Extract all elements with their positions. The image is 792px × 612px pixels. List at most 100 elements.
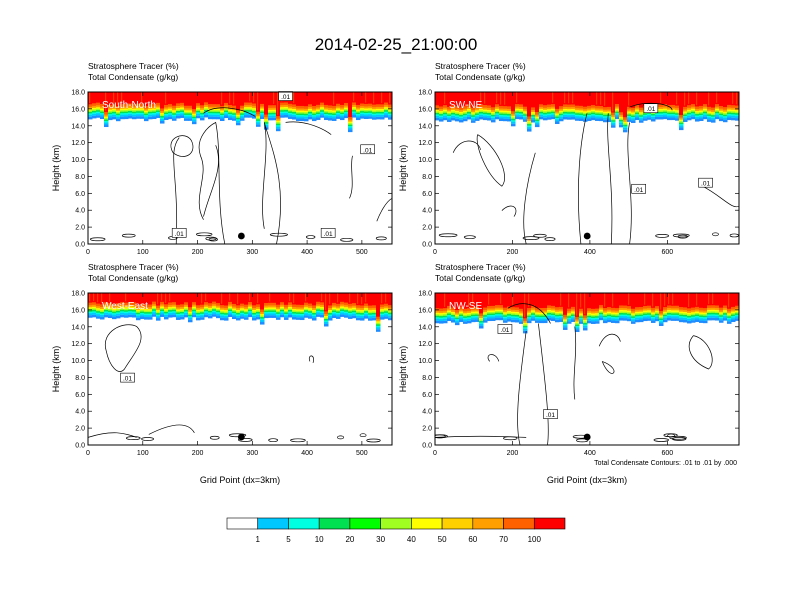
tracer-cell [703, 313, 708, 316]
tracer-cell [699, 92, 704, 107]
tracer-cell [232, 305, 237, 309]
tracer-cell [296, 311, 301, 314]
tracer-cell [336, 303, 341, 307]
tracer-cell [212, 114, 217, 117]
tracer-cell [523, 330, 528, 334]
tracer-cell [671, 312, 676, 315]
y-tick-label: 14.0 [71, 123, 85, 130]
tracer-cell [495, 315, 500, 318]
tracer-cell [583, 108, 588, 112]
tracer-cell [551, 318, 556, 321]
tracer-cell [280, 304, 285, 307]
tracer-cell [571, 112, 576, 116]
y-tick-label: 2.0 [75, 225, 85, 232]
tracer-cell [272, 117, 277, 121]
tracer-cell [292, 293, 297, 306]
tracer-cell [735, 113, 739, 117]
tracer-cell [699, 293, 704, 309]
tracer-cell [543, 92, 548, 106]
tracer-cell [296, 293, 301, 306]
tracer-cell [595, 316, 600, 320]
tracer-cell [603, 113, 608, 117]
tracer-cell [599, 92, 604, 107]
tracer-cell [204, 92, 209, 104]
tracer-cell [212, 306, 217, 310]
tracer-cell [316, 306, 321, 310]
contour-blob [533, 233, 547, 238]
tracer-cell [212, 110, 217, 114]
tracer-cell [615, 310, 620, 313]
tracer-cell [459, 311, 464, 315]
panel-sw-ne: Stratosphere Tracer (%)Total Condensate … [398, 61, 740, 256]
tracer-cell [467, 310, 472, 313]
tracer-cell [699, 113, 704, 117]
tracer-cell [711, 115, 716, 119]
tracer-cell [156, 112, 161, 116]
tracer-cell [324, 117, 329, 121]
tracer-cell [435, 314, 440, 318]
tracer-cell [180, 314, 185, 317]
tracer-cell [92, 314, 97, 318]
tracer-cell [559, 109, 564, 113]
tracer-cell [104, 307, 109, 310]
tracer-cell [140, 303, 145, 307]
tracer-cell [471, 112, 476, 116]
tracer-cell [324, 111, 329, 115]
tracer-cell [679, 119, 684, 123]
tracer-cell [619, 293, 624, 307]
tracer-cell [100, 92, 105, 105]
tracer-cell [547, 117, 552, 120]
tracer-streak [89, 293, 91, 302]
tracer-cell [519, 313, 524, 317]
tracer-cell [196, 307, 201, 310]
tracer-cell [240, 118, 245, 121]
tracer-cell [627, 106, 632, 110]
tracer-cell [439, 308, 444, 312]
tracer-cell [88, 307, 93, 311]
tracer-cell [304, 310, 309, 314]
tracer-cell [184, 312, 189, 315]
tracer-cell [92, 105, 97, 108]
tracer-cell [659, 320, 664, 324]
tracer-streak [664, 293, 666, 306]
tracer-cell [160, 306, 165, 310]
tracer-cell [539, 320, 544, 324]
tracer-cell [276, 126, 281, 129]
tracer-cell [535, 122, 540, 125]
tracer-cell [180, 306, 185, 309]
tracer-cell [731, 311, 736, 315]
tracer-cell [164, 109, 169, 113]
tracer-cell [324, 112, 329, 116]
tracer-cell [264, 306, 269, 310]
tracer-cell [611, 315, 616, 319]
tracer-cell [356, 106, 361, 110]
tracer-streak [524, 293, 526, 317]
x-tick-label: 100 [137, 450, 149, 457]
tracer-cell [547, 108, 552, 111]
tracer-cell [356, 311, 361, 315]
tracer-cell [160, 92, 165, 110]
tracer-cell [683, 310, 688, 314]
tracer-cell [196, 311, 201, 315]
tracer-cell [611, 116, 616, 119]
tracer-cell [711, 92, 716, 109]
tracer-cell [531, 307, 536, 311]
tracer-cell [543, 307, 548, 311]
tracer-cell [228, 112, 233, 116]
tracer-cell [224, 102, 229, 106]
contour-line [435, 435, 527, 438]
tracer-cell [204, 107, 209, 110]
tracer-cell [535, 117, 540, 120]
tracer-cell [300, 306, 305, 310]
tracer-cell [296, 314, 301, 318]
tracer-cell [571, 306, 576, 310]
tracer-cell [547, 114, 552, 118]
tracer-cell [352, 105, 357, 109]
tracer-cell [547, 307, 552, 310]
tracer-cell [563, 327, 568, 330]
tracer-cell [180, 102, 185, 106]
tracer-cell [451, 315, 456, 319]
tracer-cell [332, 310, 337, 314]
tracer-cell [555, 319, 560, 323]
tracer-cell [164, 306, 169, 309]
